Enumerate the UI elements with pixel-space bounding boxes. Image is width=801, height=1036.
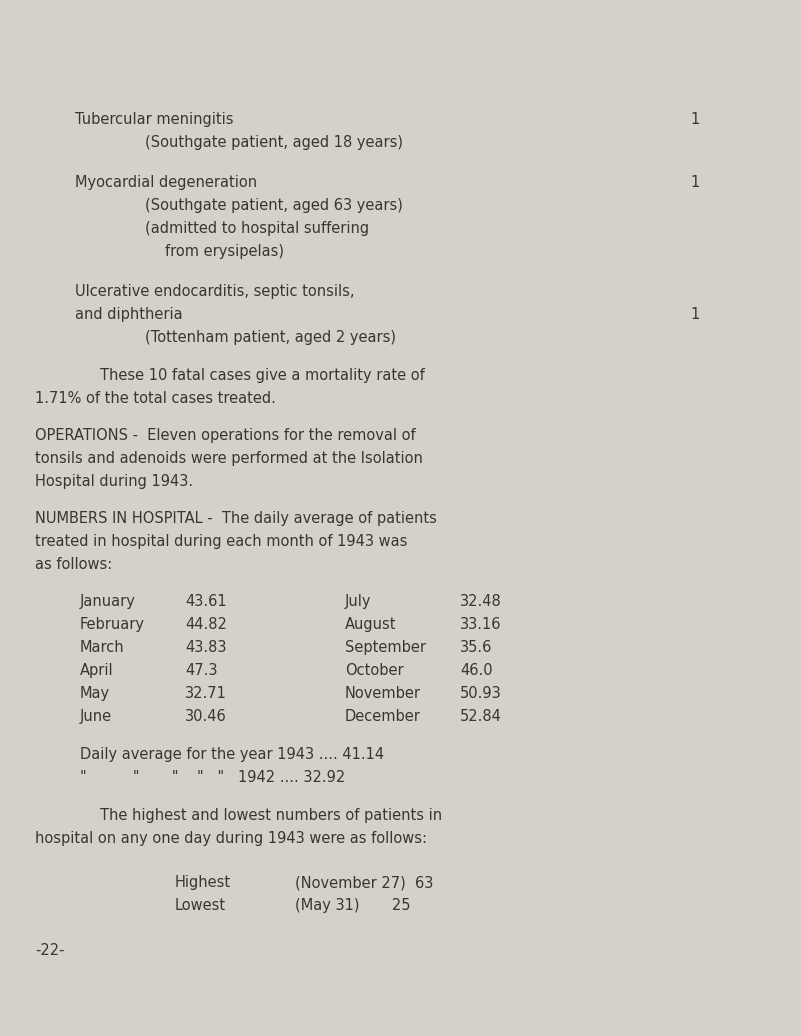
Text: -22-: -22- xyxy=(35,943,65,958)
Text: Highest: Highest xyxy=(175,875,231,890)
Text: 46.0: 46.0 xyxy=(460,663,493,678)
Text: as follows:: as follows: xyxy=(35,557,112,572)
Text: 1: 1 xyxy=(690,112,699,127)
Text: from erysipelas): from erysipelas) xyxy=(165,244,284,259)
Text: Daily average for the year 1943 .... 41.14: Daily average for the year 1943 .... 41.… xyxy=(80,747,384,762)
Text: 52.84: 52.84 xyxy=(460,709,502,724)
Text: 47.3: 47.3 xyxy=(185,663,218,678)
Text: April: April xyxy=(80,663,114,678)
Text: (November 27)  63: (November 27) 63 xyxy=(295,875,433,890)
Text: "          "       "    "   "   1942 .... 32.92: " " " " " 1942 .... 32.92 xyxy=(80,770,345,785)
Text: treated in hospital during each month of 1943 was: treated in hospital during each month of… xyxy=(35,534,408,549)
Text: March: March xyxy=(80,640,125,655)
Text: 30.46: 30.46 xyxy=(185,709,227,724)
Text: Ulcerative endocarditis, septic tonsils,: Ulcerative endocarditis, septic tonsils, xyxy=(75,284,355,299)
Text: 43.61: 43.61 xyxy=(185,594,227,609)
Text: 33.16: 33.16 xyxy=(460,617,501,632)
Text: (Southgate patient, aged 63 years): (Southgate patient, aged 63 years) xyxy=(145,198,403,213)
Text: (May 31)       25: (May 31) 25 xyxy=(295,898,410,913)
Text: 32.48: 32.48 xyxy=(460,594,501,609)
Text: October: October xyxy=(345,663,404,678)
Text: The highest and lowest numbers of patients in: The highest and lowest numbers of patien… xyxy=(100,808,442,823)
Text: Tubercular meningitis: Tubercular meningitis xyxy=(75,112,234,127)
Text: (Tottenham patient, aged 2 years): (Tottenham patient, aged 2 years) xyxy=(145,330,396,345)
Text: January: January xyxy=(80,594,136,609)
Text: June: June xyxy=(80,709,112,724)
Text: Hospital during 1943.: Hospital during 1943. xyxy=(35,474,193,489)
Text: Myocardial degeneration: Myocardial degeneration xyxy=(75,175,257,190)
Text: NUMBERS IN HOSPITAL -  The daily average of patients: NUMBERS IN HOSPITAL - The daily average … xyxy=(35,511,437,526)
Text: Lowest: Lowest xyxy=(175,898,226,913)
Text: 1.71% of the total cases treated.: 1.71% of the total cases treated. xyxy=(35,391,276,406)
Text: 43.83: 43.83 xyxy=(185,640,227,655)
Text: 44.82: 44.82 xyxy=(185,617,227,632)
Text: hospital on any one day during 1943 were as follows:: hospital on any one day during 1943 were… xyxy=(35,831,427,846)
Text: August: August xyxy=(345,617,396,632)
Text: July: July xyxy=(345,594,372,609)
Text: May: May xyxy=(80,686,110,701)
Text: (admitted to hospital suffering: (admitted to hospital suffering xyxy=(145,221,369,236)
Text: tonsils and adenoids were performed at the Isolation: tonsils and adenoids were performed at t… xyxy=(35,451,423,466)
Text: These 10 fatal cases give a mortality rate of: These 10 fatal cases give a mortality ra… xyxy=(100,368,425,383)
Text: November: November xyxy=(345,686,421,701)
Text: (Southgate patient, aged 18 years): (Southgate patient, aged 18 years) xyxy=(145,135,403,150)
Text: February: February xyxy=(80,617,145,632)
Text: September: September xyxy=(345,640,426,655)
Text: 50.93: 50.93 xyxy=(460,686,501,701)
Text: 1: 1 xyxy=(690,307,699,322)
Text: and diphtheria: and diphtheria xyxy=(75,307,183,322)
Text: 35.6: 35.6 xyxy=(460,640,493,655)
Text: 1: 1 xyxy=(690,175,699,190)
Text: 32.71: 32.71 xyxy=(185,686,227,701)
Text: OPERATIONS -  Eleven operations for the removal of: OPERATIONS - Eleven operations for the r… xyxy=(35,428,416,443)
Text: December: December xyxy=(345,709,421,724)
